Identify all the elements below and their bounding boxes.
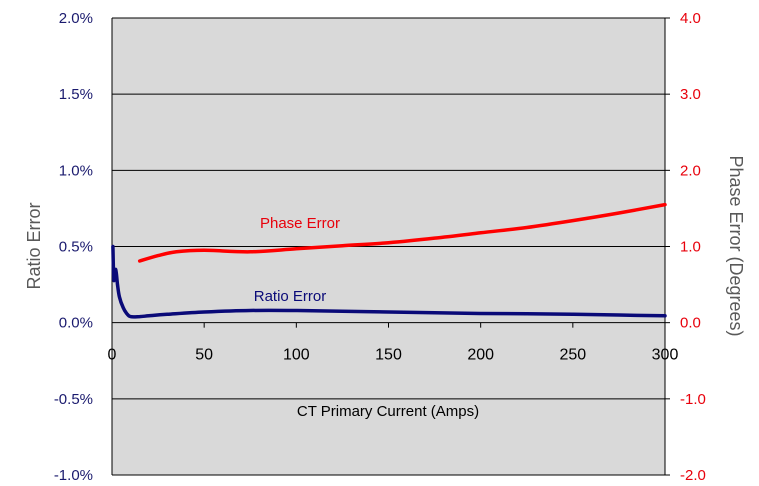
series-label-ratio-error: Ratio Error: [254, 288, 327, 305]
y-right-tick-label: 2.0: [680, 162, 701, 179]
x-tick-label: 200: [467, 347, 494, 364]
y-axis-title-right: Phase Error (Degrees): [726, 155, 746, 336]
x-axis-ticks: 0 50 100 150 200 250 300: [108, 322, 679, 364]
x-tick-label: 100: [283, 347, 310, 364]
x-tick-label: 300: [652, 347, 679, 364]
y-right-tick-label: -1.0: [680, 391, 706, 408]
y-left-tick-label: 2.0%: [59, 10, 93, 27]
right-axis-ticks: 4.0 3.0 2.0 1.0 0.0 -1.0 -2.0: [665, 10, 706, 484]
y-left-tick-label: -0.5%: [54, 391, 93, 408]
y-right-tick-label: 4.0: [680, 10, 701, 27]
y-left-tick-label: 1.5%: [59, 86, 93, 103]
y-axis-title-left: Ratio Error: [24, 202, 44, 289]
x-tick-label: 0: [108, 347, 117, 364]
y-left-tick-label: 0.0%: [59, 315, 93, 332]
series-lines: [111, 202, 667, 319]
x-axis-title: CT Primary Current (Amps): [297, 403, 479, 420]
y-left-tick-label: -1.0%: [54, 467, 93, 484]
y-right-tick-label: 1.0: [680, 239, 701, 256]
y-left-tick-label: 1.0%: [59, 162, 93, 179]
y-right-tick-label: 3.0: [680, 86, 701, 103]
series-label-phase-error: Phase Error: [260, 215, 340, 232]
left-axis-ticks: 2.0% 1.5% 1.0% 0.5% 0.0% -0.5% -1.0%: [54, 10, 93, 484]
x-tick-label: 150: [375, 347, 402, 364]
series-line-ratio-error: [111, 244, 667, 319]
x-tick-label: 50: [195, 347, 213, 364]
series-line-phase-error: [137, 202, 667, 263]
y-left-tick-label: 0.5%: [59, 239, 93, 256]
y-right-tick-label: 0.0: [680, 315, 701, 332]
y-right-tick-label: -2.0: [680, 467, 706, 484]
x-tick-label: 250: [559, 347, 586, 364]
